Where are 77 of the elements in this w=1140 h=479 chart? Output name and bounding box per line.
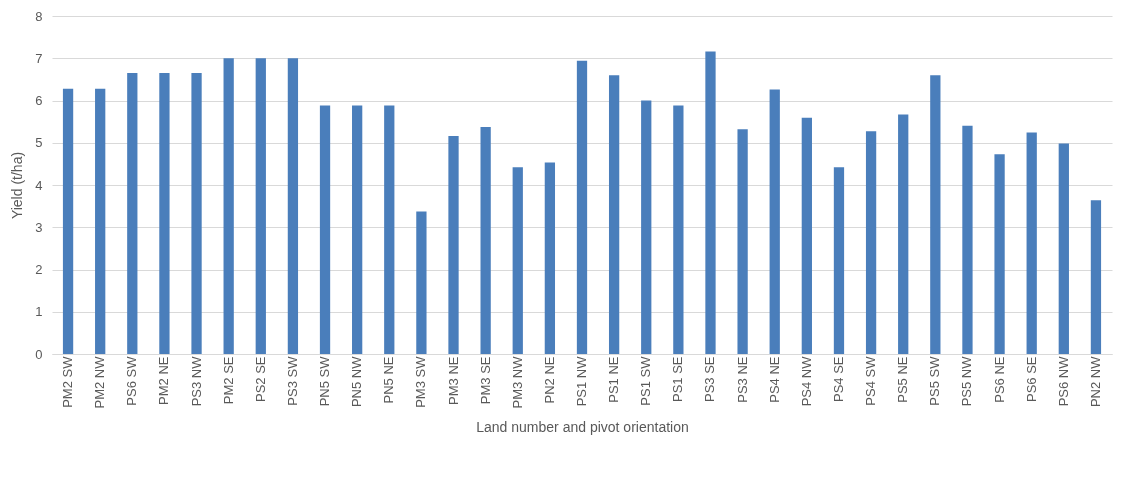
bar — [705, 51, 716, 354]
bar — [255, 58, 266, 354]
y-tick-label: 6 — [35, 93, 43, 108]
bar — [416, 211, 427, 354]
x-tick-label: PM3 SW — [413, 355, 429, 408]
y-tick-label: 2 — [35, 262, 43, 277]
x-tick-label: PS1 NE — [606, 356, 622, 403]
x-tick-label: PS5 NE — [895, 356, 911, 403]
bar — [287, 58, 299, 354]
x-tick-label: PS3 SE — [702, 356, 718, 403]
bar — [1058, 143, 1069, 354]
bar — [352, 105, 363, 354]
x-tick-label: PM3 NW — [509, 355, 525, 409]
bar — [833, 167, 845, 354]
bar — [608, 75, 620, 354]
bar — [865, 131, 877, 354]
bar — [576, 60, 588, 354]
x-tick-label: PS2 SE — [252, 356, 268, 403]
bar — [512, 167, 523, 354]
y-tick-label: 1 — [35, 304, 43, 320]
x-tick-label: PM2 NW — [92, 355, 108, 409]
bar — [384, 105, 395, 354]
bar — [223, 58, 234, 354]
x-tick-label: PM3 NE — [445, 356, 461, 405]
bar — [898, 114, 909, 354]
bar — [480, 127, 491, 354]
x-tick-label: PM2 NE — [156, 356, 172, 405]
bar — [673, 105, 684, 354]
x-tick-label: PN5 NE — [381, 356, 397, 404]
y-tick-label: 7 — [35, 50, 43, 66]
bar — [994, 154, 1005, 354]
bar — [930, 75, 941, 354]
bar — [191, 73, 202, 354]
x-tick-label: PS3 SW — [284, 355, 300, 406]
bar — [95, 88, 106, 354]
x-tick-label: PS1 SW — [638, 355, 654, 406]
bar — [769, 89, 780, 354]
y-tick-label: 8 — [35, 8, 43, 24]
x-tick-label: PS6 SE — [1023, 356, 1039, 403]
y-tick-label: 3 — [35, 219, 43, 235]
bar — [319, 105, 331, 354]
x-tick-label: PN2 NE — [541, 356, 557, 404]
bar — [127, 73, 138, 354]
x-tick-label: PM2 SE — [220, 356, 236, 405]
bar — [448, 135, 459, 354]
x-tick-label: PN5 SW — [317, 355, 333, 407]
x-tick-label: PS6 NW — [1055, 355, 1071, 407]
y-axis-title: Yield (t/ha) — [9, 151, 26, 220]
x-tick-label: PM2 SW — [60, 355, 76, 408]
bar — [737, 129, 748, 354]
x-tick-label: PS1 SE — [670, 356, 686, 403]
bar — [159, 73, 170, 354]
bar — [544, 162, 556, 354]
x-axis-title: Land number and pivot orientation — [476, 418, 689, 435]
y-tick-label: 5 — [35, 135, 43, 151]
x-tick-label: PS3 NE — [734, 356, 750, 403]
x-tick-label: PM3 SE — [477, 356, 493, 405]
x-tick-label: PS1 NW — [574, 355, 589, 407]
x-tick-label: PS5 NW — [959, 355, 975, 407]
x-tick-label: PN5 NW — [349, 355, 365, 408]
bar — [962, 125, 973, 354]
bar — [1090, 200, 1102, 354]
x-tick-label: PS3 NW — [188, 355, 204, 407]
bar — [62, 88, 74, 354]
x-tick-label: PS4 SE — [830, 356, 846, 403]
x-tick-label: PN2 NW — [1087, 355, 1103, 408]
x-tick-label: PS5 SW — [927, 355, 943, 406]
x-tick-label: PS4 NE — [766, 356, 782, 403]
y-tick-label: 4 — [35, 177, 43, 193]
bar — [641, 100, 652, 354]
bar — [801, 117, 812, 354]
x-tick-label: PS6 SW — [124, 355, 140, 406]
x-tick-label: PS6 NE — [991, 356, 1007, 403]
x-tick-label: PS4 NW — [798, 355, 814, 407]
bar — [1026, 132, 1037, 354]
x-tick-label: PS4 SW — [863, 355, 879, 406]
y-tick-label: 0 — [35, 346, 43, 362]
